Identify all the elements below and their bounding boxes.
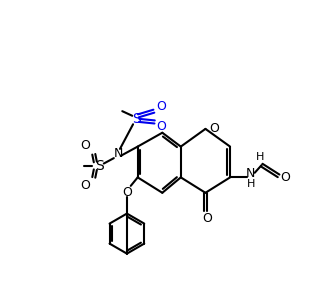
Text: O: O (122, 185, 132, 199)
Text: N: N (114, 147, 123, 160)
Text: O: O (157, 120, 166, 133)
Text: S: S (95, 159, 104, 173)
Text: O: O (80, 139, 90, 152)
Text: H: H (247, 178, 255, 188)
Text: O: O (202, 212, 212, 226)
Text: O: O (281, 171, 291, 184)
Text: S: S (132, 112, 141, 126)
Text: N: N (246, 167, 256, 180)
Text: O: O (210, 122, 220, 135)
Text: O: O (80, 179, 90, 192)
Text: O: O (157, 100, 166, 113)
Text: H: H (256, 152, 264, 162)
